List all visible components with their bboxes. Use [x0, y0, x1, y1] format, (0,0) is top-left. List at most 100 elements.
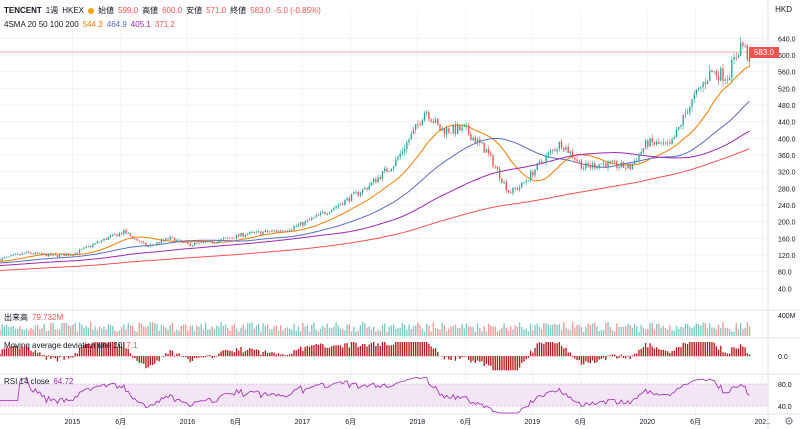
volume-bar	[625, 326, 627, 336]
volume-bar	[726, 327, 729, 336]
volume-bar	[1, 324, 3, 336]
volume-bar	[85, 325, 87, 336]
candle-body	[664, 142, 667, 144]
volume-legend[interactable]: 出来高 79.732M	[4, 312, 63, 323]
sma20-line	[0, 65, 750, 262]
candle-body	[171, 236, 174, 238]
deviation-bar	[96, 342, 98, 357]
candle-body	[30, 252, 32, 254]
deviation-bar	[269, 352, 271, 357]
candle-body	[317, 214, 320, 216]
candle-body	[445, 128, 448, 135]
settings-gear-icon[interactable]	[784, 416, 794, 426]
deviation-bar	[19, 348, 21, 357]
deviation-bar	[445, 356, 448, 357]
volume-bar	[304, 326, 306, 336]
candle-body	[297, 224, 300, 226]
deviation-bar	[594, 356, 596, 364]
deviation-bar	[651, 346, 653, 357]
volume-bar	[470, 326, 472, 336]
deviation-bar	[81, 346, 83, 357]
deviation-bar	[229, 350, 231, 357]
price-axis[interactable]: 640.0 600.0 560.0 520.0 480.0 440.0 400.0 360.0…	[778, 36, 796, 293]
candle-body	[227, 237, 229, 239]
deviation-label[interactable]: Moving average deviation rate 20	[4, 341, 123, 350]
candle-body	[253, 232, 255, 233]
deviation-bar	[286, 355, 289, 357]
candle-body	[673, 137, 676, 140]
volume-bar	[377, 329, 379, 336]
candle-body	[118, 233, 121, 237]
volume-bar	[202, 329, 205, 336]
volume-bar	[127, 322, 129, 336]
rsi-label[interactable]: RSI 14 close	[4, 377, 50, 386]
ma-legend[interactable]: 4SMA 20 50 100 200 544.3 464.9 405.1 371…	[4, 20, 175, 29]
interval[interactable]: 1週	[45, 6, 59, 15]
deviation-bar	[472, 356, 474, 361]
deviation-bar	[32, 352, 34, 357]
price-tick-label: 120.0	[778, 253, 796, 260]
candle-body	[25, 251, 28, 254]
volume-bar	[474, 331, 477, 336]
sma200-line	[0, 148, 750, 271]
candle-body	[54, 254, 56, 256]
volume-bar	[160, 324, 163, 336]
candle-body	[580, 160, 583, 169]
candle-body	[50, 253, 52, 256]
volume-bar	[185, 324, 187, 336]
candle-body	[63, 254, 65, 257]
candle-body	[647, 140, 649, 147]
candle-body	[198, 242, 200, 244]
candle-body	[428, 112, 430, 120]
deviation-bar	[691, 342, 693, 357]
candle-body	[671, 139, 673, 145]
symbol-name[interactable]: TENCENT	[4, 6, 42, 15]
deviation-bar	[744, 347, 746, 357]
volume-bar	[616, 323, 618, 336]
volume-value: 79.732M	[32, 313, 64, 322]
candle-body	[463, 126, 465, 128]
candle-body	[722, 68, 724, 81]
deviation-bar	[109, 342, 112, 357]
low-label: 安値	[186, 6, 203, 15]
volume-bar	[330, 328, 333, 336]
candle-body	[224, 237, 227, 239]
deviation-bar	[101, 342, 103, 357]
rsi-legend[interactable]: RSI 14 close 64.72	[4, 377, 73, 386]
candle-body	[344, 199, 346, 206]
deviation-bar	[454, 356, 457, 361]
time-axis[interactable]: 2015 6月 2016 6月 2017 6月 2018 6月 2019 6月 2020 6月 2021	[65, 418, 770, 426]
volume-label[interactable]: 出来高	[4, 313, 28, 322]
candle-body	[576, 159, 578, 162]
deviation-bar	[532, 352, 534, 357]
candle-body	[262, 231, 264, 235]
volume-bar	[541, 329, 543, 336]
deviation-bar	[494, 356, 496, 371]
volume-bar	[722, 322, 724, 336]
candle-body	[377, 177, 379, 183]
deviation-bar	[353, 342, 355, 357]
deviation-bar	[700, 342, 702, 357]
deviation-bar	[448, 356, 450, 360]
volume-bar	[162, 326, 165, 336]
candle-body	[364, 187, 366, 190]
volume-bar	[76, 331, 79, 336]
close-value: 583.0	[250, 6, 271, 15]
deviation-bar	[728, 353, 731, 357]
ma-legend-label[interactable]: 4SMA 20 50 100 200	[4, 20, 79, 29]
symbol-legend[interactable]: TENCENT 1週 HKEX 始値 599.0 高値 600.0 安値 571.0 …	[4, 5, 321, 16]
volume-bar	[94, 326, 96, 336]
deviation-bar	[693, 342, 695, 357]
volume-bar	[306, 325, 309, 336]
deviation-bar	[507, 356, 510, 371]
volume-bar	[67, 325, 70, 336]
deviation-bar	[359, 345, 362, 357]
candle-body	[468, 126, 470, 135]
time-tick-label: 2015	[65, 419, 81, 426]
candle-body	[112, 234, 114, 236]
candle-body	[129, 233, 132, 237]
volume-bar	[56, 329, 59, 336]
deviation-legend[interactable]: Moving average deviation rate 20 7.1	[4, 341, 137, 350]
deviation-bar	[324, 347, 326, 357]
